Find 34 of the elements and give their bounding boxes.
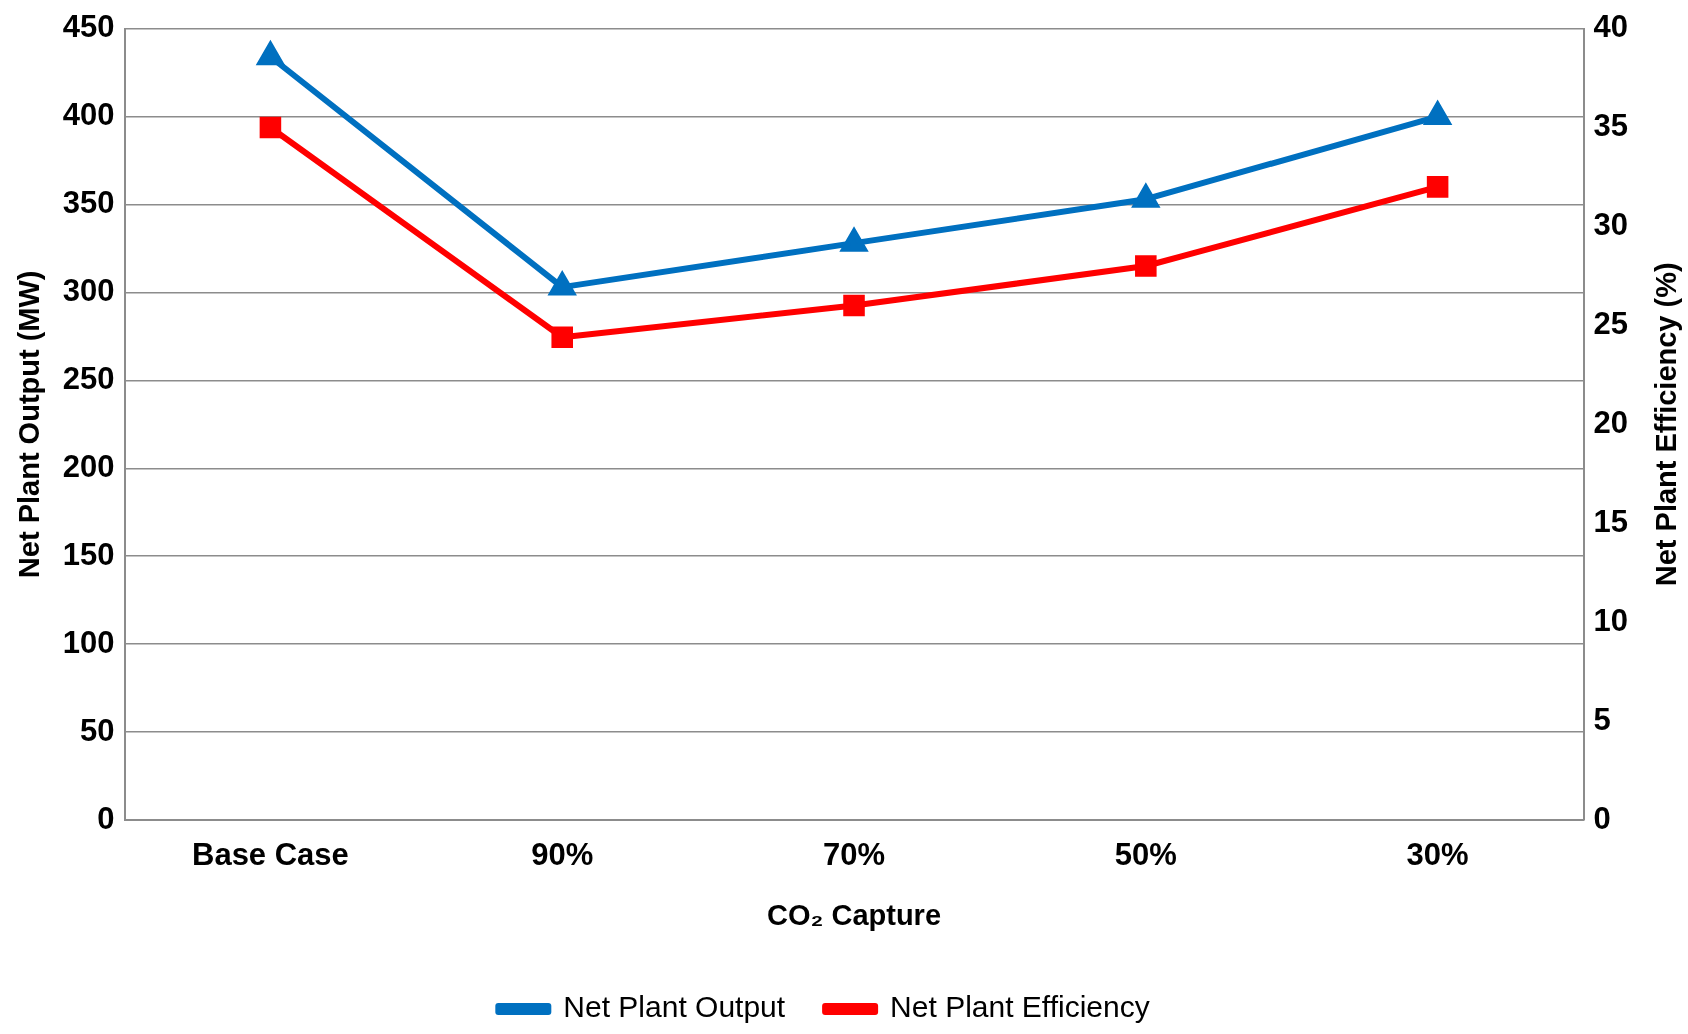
x-tick-label: 70% <box>823 837 886 873</box>
y-axis-title: Net Plant Output (MW) <box>13 270 46 579</box>
y-tick-label: 0 <box>97 800 115 836</box>
y2-tick-label: 25 <box>1593 305 1628 341</box>
y-tick-label: 450 <box>62 9 115 45</box>
y2-axis-title: Net Plant Efficiency (%) <box>1649 262 1682 587</box>
y2-tick-label: 30 <box>1593 207 1628 242</box>
point <box>1426 176 1449 198</box>
y2-tick-label: 15 <box>1593 503 1628 539</box>
y2-tick-label: 20 <box>1593 404 1628 440</box>
y-tick-label: 400 <box>62 97 115 133</box>
point <box>843 294 865 317</box>
y-tick-label: 50 <box>80 712 115 748</box>
y-tick-label: 200 <box>62 448 115 484</box>
y2-tick-label: 0 <box>1593 800 1611 836</box>
point <box>259 116 282 139</box>
y-tick-label: 300 <box>62 272 115 308</box>
x-tick-label: Base Case <box>192 837 349 873</box>
x-tick-label: 30% <box>1406 837 1469 873</box>
point <box>1135 255 1157 277</box>
y-tick-label: 100 <box>62 624 115 660</box>
legend-label: Net Plant Efficiency <box>890 990 1150 1024</box>
legend-label: Net Plant Output <box>563 990 786 1024</box>
point <box>551 326 573 349</box>
y2-tick-label: 35 <box>1593 108 1628 144</box>
y2-tick-label: 10 <box>1593 602 1628 638</box>
y2-tick-label: 40 <box>1593 9 1628 45</box>
x-tick-label: 50% <box>1114 837 1177 873</box>
y-tick-label: 350 <box>62 185 115 221</box>
y2-tick-label: 5 <box>1593 701 1611 737</box>
x-tick-label: 90% <box>531 837 594 873</box>
y-tick-label: 150 <box>62 536 115 572</box>
x-axis-title: CO₂ Capture <box>767 898 942 931</box>
y-tick-label: 250 <box>62 360 115 396</box>
